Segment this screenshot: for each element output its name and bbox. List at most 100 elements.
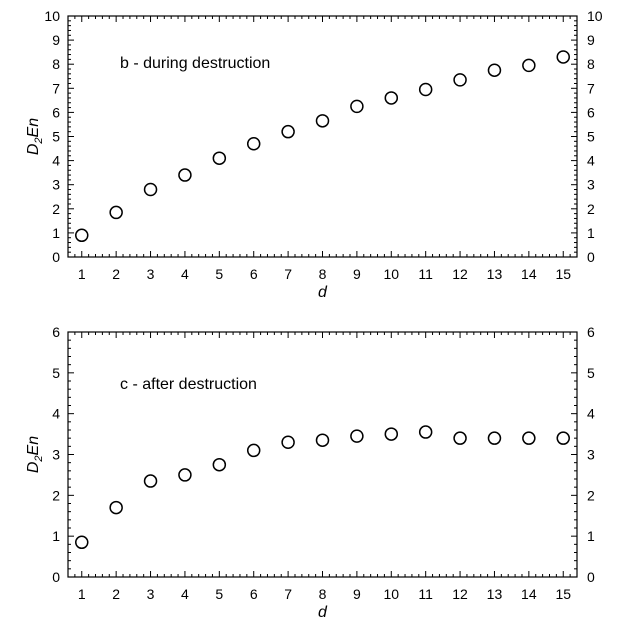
y-tick-label-right: 1 <box>587 528 595 544</box>
data-point <box>350 99 364 114</box>
y-tick-label-right: 6 <box>587 104 595 120</box>
y-tick-label-left: 5 <box>52 129 60 145</box>
y-tick-label-left: 9 <box>52 32 60 48</box>
y-tick-label-right: 2 <box>587 201 595 217</box>
y-tick-label-left: 1 <box>52 225 60 241</box>
data-point <box>75 228 89 243</box>
x-tick-label: 13 <box>487 586 503 602</box>
y-axis-label-sub: 2 <box>33 137 45 144</box>
y-axis-label-sub: 2 <box>33 455 45 462</box>
x-axis-label: d <box>318 604 328 621</box>
data-point <box>418 425 433 439</box>
data-point <box>556 431 570 445</box>
data-point <box>384 427 399 441</box>
y-tick-label-left: 6 <box>52 104 60 120</box>
x-tick-label: 14 <box>521 586 537 602</box>
y-axis-label-base: D <box>25 461 42 473</box>
x-tick-label: 7 <box>284 586 292 602</box>
data-point <box>522 431 536 445</box>
x-tick-label: 5 <box>215 266 223 282</box>
x-tick-label: 1 <box>78 586 86 602</box>
x-tick-label: 2 <box>112 586 120 602</box>
data-point <box>109 500 123 515</box>
x-tick-label: 13 <box>487 266 503 282</box>
x-tick-label: 5 <box>215 586 223 602</box>
x-tick-label: 10 <box>383 266 399 282</box>
y-tick-label-left: 6 <box>52 324 60 340</box>
y-axis-label-rest: En <box>25 436 42 456</box>
x-tick-label: 1 <box>78 266 86 282</box>
data-point <box>246 443 261 458</box>
data-point <box>315 114 330 128</box>
x-tick-label: 12 <box>452 266 468 282</box>
data-point <box>178 468 192 482</box>
data-point <box>487 431 502 445</box>
y-tick-label-right: 1 <box>587 225 595 241</box>
plot-frame <box>67 15 578 258</box>
x-tick-label: 4 <box>181 266 189 282</box>
data-point <box>75 535 89 550</box>
y-tick-label-left: 1 <box>52 528 60 544</box>
y-tick-label-right: 6 <box>587 324 595 340</box>
data-point <box>384 91 399 105</box>
y-tick-label-right: 3 <box>587 177 595 193</box>
data-point <box>246 136 261 151</box>
panel-annotation: c - after destruction <box>120 376 257 393</box>
y-tick-label-left: 7 <box>52 80 60 96</box>
y-axis-label: D2En <box>25 118 45 155</box>
y-tick-label-right: 2 <box>587 487 595 503</box>
x-tick-label: 10 <box>383 586 399 602</box>
data-point <box>453 431 467 445</box>
data-point <box>453 73 467 87</box>
data-point <box>212 457 227 472</box>
y-tick-label-left: 5 <box>52 365 60 381</box>
y-tick-label-right: 3 <box>587 447 595 463</box>
data-point <box>178 168 192 182</box>
y-tick-label-right: 0 <box>587 249 595 265</box>
y-axis-label-base: D <box>25 143 42 155</box>
x-tick-label: 6 <box>250 266 258 282</box>
data-point <box>143 182 158 197</box>
y-tick-label-left: 2 <box>52 487 60 503</box>
x-tick-label: 11 <box>418 586 433 602</box>
data-point <box>143 474 158 488</box>
y-tick-label-left: 4 <box>52 406 60 422</box>
y-tick-label-right: 5 <box>587 129 595 145</box>
y-tick-label-left: 0 <box>52 569 60 585</box>
y-tick-label-left: 10 <box>44 8 60 24</box>
y-tick-label-right: 9 <box>587 32 595 48</box>
y-tick-label-right: 8 <box>587 56 595 72</box>
y-tick-label-right: 4 <box>587 153 595 169</box>
plot-frame <box>67 331 578 578</box>
x-tick-label: 9 <box>353 586 361 602</box>
x-tick-label: 11 <box>418 266 433 282</box>
data-point <box>281 435 295 449</box>
x-tick-label: 7 <box>284 266 292 282</box>
y-tick-label-left: 0 <box>52 249 60 265</box>
data-point <box>350 429 364 443</box>
x-tick-label: 4 <box>181 586 189 602</box>
y-tick-label-right: 0 <box>587 569 595 585</box>
y-tick-label-right: 10 <box>587 8 603 24</box>
data-point <box>418 82 433 97</box>
x-tick-label: 8 <box>319 266 327 282</box>
data-point <box>487 63 502 77</box>
y-tick-label-left: 4 <box>52 153 60 169</box>
x-tick-label: 2 <box>112 266 120 282</box>
y-tick-label-right: 7 <box>587 80 595 96</box>
x-tick-label: 12 <box>452 586 468 602</box>
x-tick-label: 6 <box>250 586 258 602</box>
y-axis-label-rest: En <box>25 118 42 138</box>
x-tick-label: 8 <box>319 586 327 602</box>
data-point <box>109 205 123 220</box>
x-tick-label: 14 <box>521 266 537 282</box>
y-tick-label-right: 4 <box>587 406 595 422</box>
x-tick-label: 9 <box>353 266 361 282</box>
data-point <box>556 50 570 64</box>
x-tick-label: 15 <box>555 586 571 602</box>
chart-panel-1: 1 2 3 4 5 6 7 8 9 10 11 12 13 14 150 01 12 23 34 45 56 67 78 89… <box>25 8 603 301</box>
data-point <box>522 58 536 73</box>
x-tick-label: 3 <box>147 586 155 602</box>
y-tick-label-left: 2 <box>52 201 60 217</box>
